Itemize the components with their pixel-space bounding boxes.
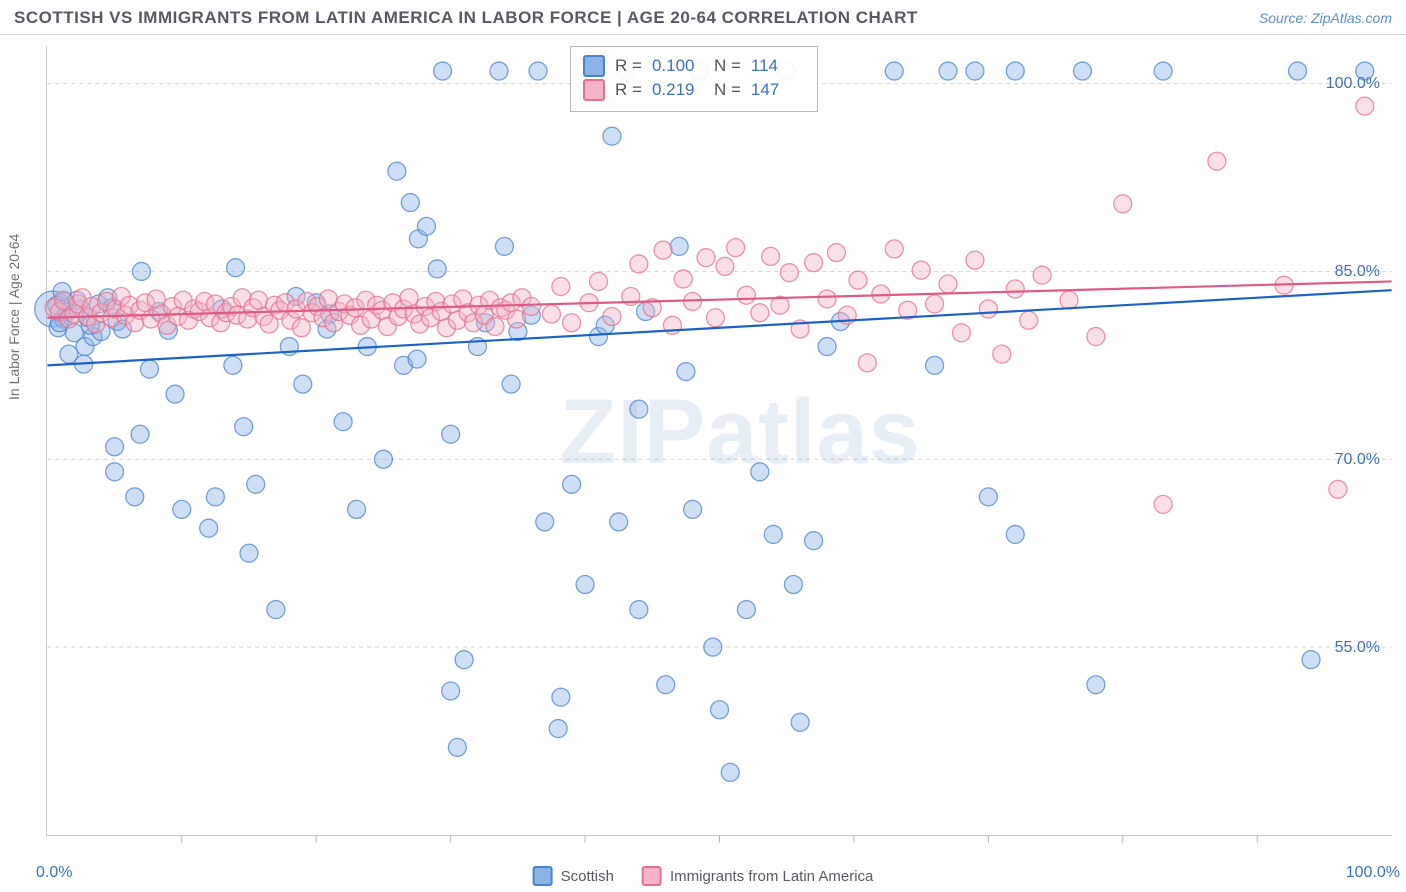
- swatch-scottish: [583, 55, 605, 77]
- chart-title: SCOTTISH VS IMMIGRANTS FROM LATIN AMERIC…: [14, 8, 918, 28]
- legend-bottom: Scottish Immigrants from Latin America: [533, 866, 874, 886]
- legend-label: Scottish: [561, 868, 614, 885]
- y-tick-label: 55.0%: [1335, 639, 1380, 657]
- y-axis-label: In Labor Force | Age 20-64: [6, 234, 22, 400]
- legend-label: Immigrants from Latin America: [670, 868, 873, 885]
- correlation-stats-box: R = 0.100 N = 114 R = 0.219 N = 147: [570, 46, 818, 112]
- scatter-chart: 55.0% 70.0% 85.0% 100.0%: [46, 46, 1392, 836]
- swatch-latin: [642, 866, 662, 886]
- x-max-label: 100.0%: [1346, 864, 1400, 882]
- n-value-latin: 147: [751, 80, 803, 100]
- y-tick-label: 85.0%: [1335, 263, 1380, 281]
- n-value-scottish: 114: [751, 56, 803, 76]
- legend-item-scottish: Scottish: [533, 866, 614, 886]
- y-tick-label: 100.0%: [1326, 75, 1380, 93]
- r-value-latin: 0.219: [652, 80, 704, 100]
- chart-svg: [47, 46, 1392, 835]
- source-attribution: Source: ZipAtlas.com: [1259, 10, 1392, 26]
- r-label: R =: [615, 56, 642, 76]
- stats-row-scottish: R = 0.100 N = 114: [583, 55, 803, 77]
- legend-item-latin: Immigrants from Latin America: [642, 866, 873, 886]
- swatch-latin: [583, 79, 605, 101]
- chart-header: SCOTTISH VS IMMIGRANTS FROM LATIN AMERIC…: [0, 0, 1406, 35]
- y-tick-label: 70.0%: [1335, 451, 1380, 469]
- r-value-scottish: 0.100: [652, 56, 704, 76]
- stats-row-latin: R = 0.219 N = 147: [583, 79, 803, 101]
- n-label: N =: [714, 56, 741, 76]
- swatch-scottish: [533, 866, 553, 886]
- n-label: N =: [714, 80, 741, 100]
- r-label: R =: [615, 80, 642, 100]
- x-min-label: 0.0%: [36, 864, 72, 882]
